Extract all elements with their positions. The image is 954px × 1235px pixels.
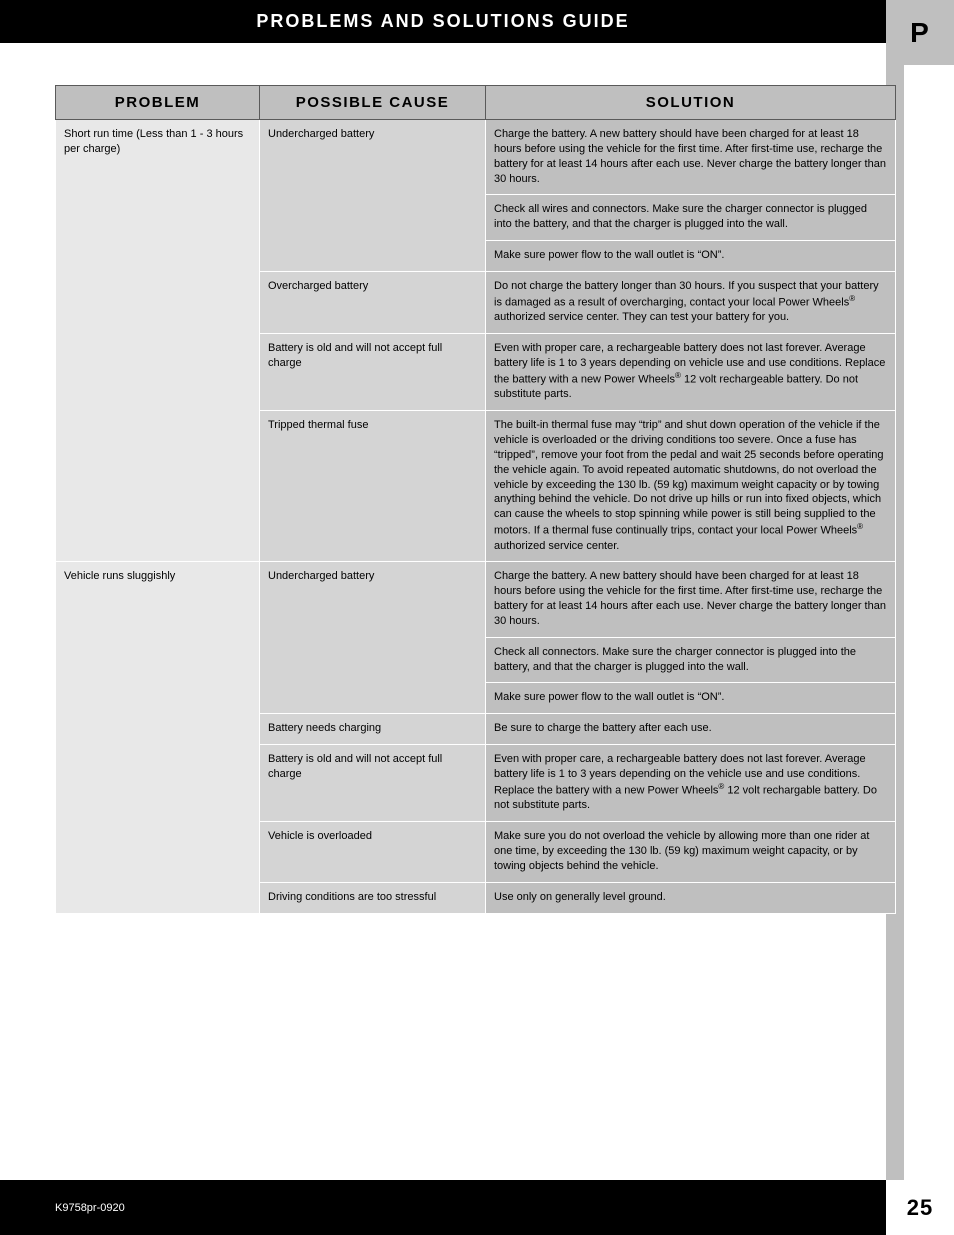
col-cause: POSSIBLE CAUSE: [260, 86, 486, 120]
section-tab: P: [886, 0, 954, 65]
solution-cell: Charge the battery. A new battery should…: [486, 120, 896, 195]
cause-cell: Undercharged battery: [260, 120, 486, 272]
solution-cell: Make sure you do not overload the vehicl…: [486, 822, 896, 883]
solution-cell: Charge the battery. A new battery should…: [486, 562, 896, 637]
section-tab-letter: P: [910, 17, 930, 49]
solution-cell: Even with proper care, a rechargeable ba…: [486, 745, 896, 822]
solution-cell: Be sure to charge the battery after each…: [486, 714, 896, 745]
solution-cell: Check all wires and connectors. Make sur…: [486, 195, 896, 241]
solution-cell: The built-in thermal fuse may “trip” and…: [486, 411, 896, 562]
cause-cell: Battery needs charging: [260, 714, 486, 745]
document-code: K9758pr-0920: [55, 1202, 125, 1214]
solution-cell: Make sure power flow to the wall outlet …: [486, 241, 896, 272]
page-number: 25: [907, 1195, 933, 1221]
cause-cell: Battery is old and will not accept full …: [260, 745, 486, 822]
problem-cell: Vehicle runs sluggishly: [56, 562, 260, 913]
problems-table: PROBLEM POSSIBLE CAUSE SOLUTION Short ru…: [55, 85, 896, 914]
cause-cell: Tripped thermal fuse: [260, 411, 486, 562]
header-bar: PROBLEMS AND SOLUTIONS GUIDE: [0, 0, 886, 43]
page-number-box: 25: [886, 1180, 954, 1235]
content-area: PROBLEM POSSIBLE CAUSE SOLUTION Short ru…: [55, 85, 895, 914]
footer-bar: K9758pr-0920: [0, 1180, 886, 1235]
problem-cell: Short run time (Less than 1 - 3 hours pe…: [56, 120, 260, 562]
col-problem: PROBLEM: [56, 86, 260, 120]
cause-cell: Undercharged battery: [260, 562, 486, 714]
table-row: Vehicle runs sluggishlyUndercharged batt…: [56, 562, 896, 637]
solution-cell: Make sure power flow to the wall outlet …: [486, 683, 896, 714]
cause-cell: Vehicle is overloaded: [260, 822, 486, 883]
table-row: Short run time (Less than 1 - 3 hours pe…: [56, 120, 896, 195]
cause-cell: Overcharged battery: [260, 271, 486, 333]
cause-cell: Driving conditions are too stressful: [260, 882, 486, 913]
cause-cell: Battery is old and will not accept full …: [260, 334, 486, 411]
solution-cell: Even with proper care, a rechargeable ba…: [486, 334, 896, 411]
solution-cell: Use only on generally level ground.: [486, 882, 896, 913]
page-title: PROBLEMS AND SOLUTIONS GUIDE: [256, 11, 629, 32]
solution-cell: Check all connectors. Make sure the char…: [486, 637, 896, 683]
col-solution: SOLUTION: [486, 86, 896, 120]
table-header-row: PROBLEM POSSIBLE CAUSE SOLUTION: [56, 86, 896, 120]
solution-cell: Do not charge the battery longer than 30…: [486, 271, 896, 333]
